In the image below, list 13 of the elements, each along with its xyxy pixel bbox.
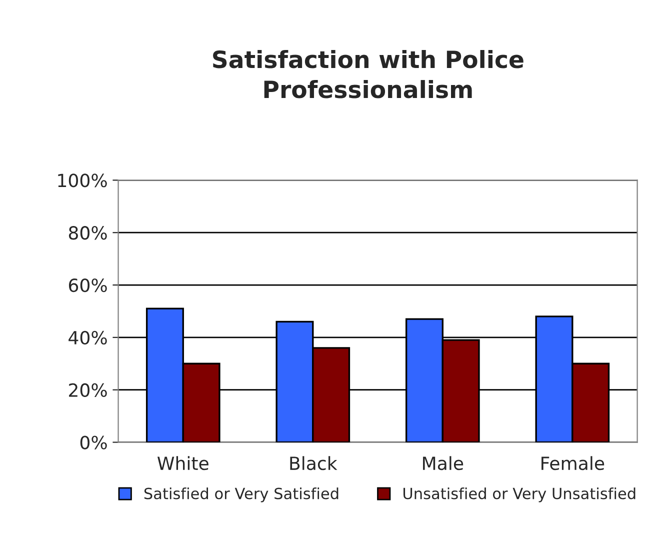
x-tick-label: Male bbox=[423, 456, 464, 470]
x-tick-label: Female bbox=[542, 456, 604, 470]
y-tick-label: 60% bbox=[68, 278, 107, 292]
x-tick-label: Black bbox=[290, 456, 338, 470]
y-tick-label: 20% bbox=[69, 383, 107, 397]
y-tick-label: 100% bbox=[58, 174, 107, 188]
y-tick-label: 0% bbox=[80, 436, 107, 450]
y-tick-label: 80% bbox=[68, 226, 107, 240]
x-tick-label: White bbox=[157, 456, 208, 470]
y-tick-label: 40% bbox=[68, 330, 107, 345]
chart-title: Satisfaction with Police Professionalism bbox=[213, 50, 524, 98]
legend-label: Unsatisfied or Very Unsatisfied bbox=[404, 487, 636, 502]
legend-label: Satisfied or Very Satisfied bbox=[144, 487, 338, 502]
